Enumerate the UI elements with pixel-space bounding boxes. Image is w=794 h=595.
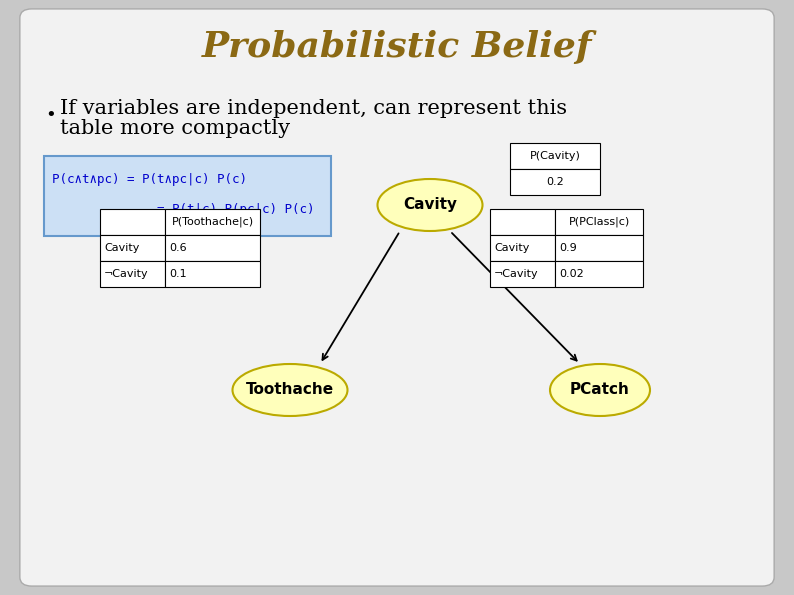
Text: PCatch: PCatch xyxy=(570,383,630,397)
Text: = P(t|c) P(pc|c) P(c): = P(t|c) P(pc|c) P(c) xyxy=(52,203,314,217)
FancyBboxPatch shape xyxy=(100,261,165,287)
Text: 0.2: 0.2 xyxy=(546,177,564,187)
FancyBboxPatch shape xyxy=(490,261,555,287)
FancyBboxPatch shape xyxy=(100,235,165,261)
Text: 0.6: 0.6 xyxy=(169,243,187,253)
Text: P(PClass|c): P(PClass|c) xyxy=(569,217,630,227)
FancyBboxPatch shape xyxy=(165,235,260,261)
FancyBboxPatch shape xyxy=(510,143,600,169)
Text: table more compactly: table more compactly xyxy=(60,120,290,139)
FancyBboxPatch shape xyxy=(490,209,555,235)
Text: If variables are independent, can represent this: If variables are independent, can repres… xyxy=(60,99,567,117)
Text: Cavity: Cavity xyxy=(104,243,140,253)
Text: P(Toothache|c): P(Toothache|c) xyxy=(172,217,253,227)
FancyBboxPatch shape xyxy=(555,209,643,235)
Text: 0.1: 0.1 xyxy=(169,269,187,279)
FancyBboxPatch shape xyxy=(165,209,260,235)
FancyBboxPatch shape xyxy=(490,235,555,261)
Text: ¬Cavity: ¬Cavity xyxy=(104,269,148,279)
FancyBboxPatch shape xyxy=(100,209,165,235)
Ellipse shape xyxy=(377,179,483,231)
Text: •: • xyxy=(45,106,56,124)
Text: Probabilistic Belief: Probabilistic Belief xyxy=(202,30,592,64)
Text: 0.9: 0.9 xyxy=(559,243,576,253)
Text: 0.02: 0.02 xyxy=(559,269,584,279)
Text: Toothache: Toothache xyxy=(246,383,334,397)
Text: P(c∧t∧pc) = P(t∧pc|c) P(c): P(c∧t∧pc) = P(t∧pc|c) P(c) xyxy=(52,174,247,186)
Text: Cavity: Cavity xyxy=(403,198,457,212)
FancyBboxPatch shape xyxy=(555,261,643,287)
Text: P(Cavity): P(Cavity) xyxy=(530,151,580,161)
Ellipse shape xyxy=(233,364,348,416)
FancyBboxPatch shape xyxy=(165,261,260,287)
Text: ¬Cavity: ¬Cavity xyxy=(494,269,538,279)
Text: Cavity: Cavity xyxy=(494,243,530,253)
Ellipse shape xyxy=(550,364,650,416)
FancyBboxPatch shape xyxy=(44,156,331,236)
FancyBboxPatch shape xyxy=(510,169,600,195)
FancyBboxPatch shape xyxy=(555,235,643,261)
